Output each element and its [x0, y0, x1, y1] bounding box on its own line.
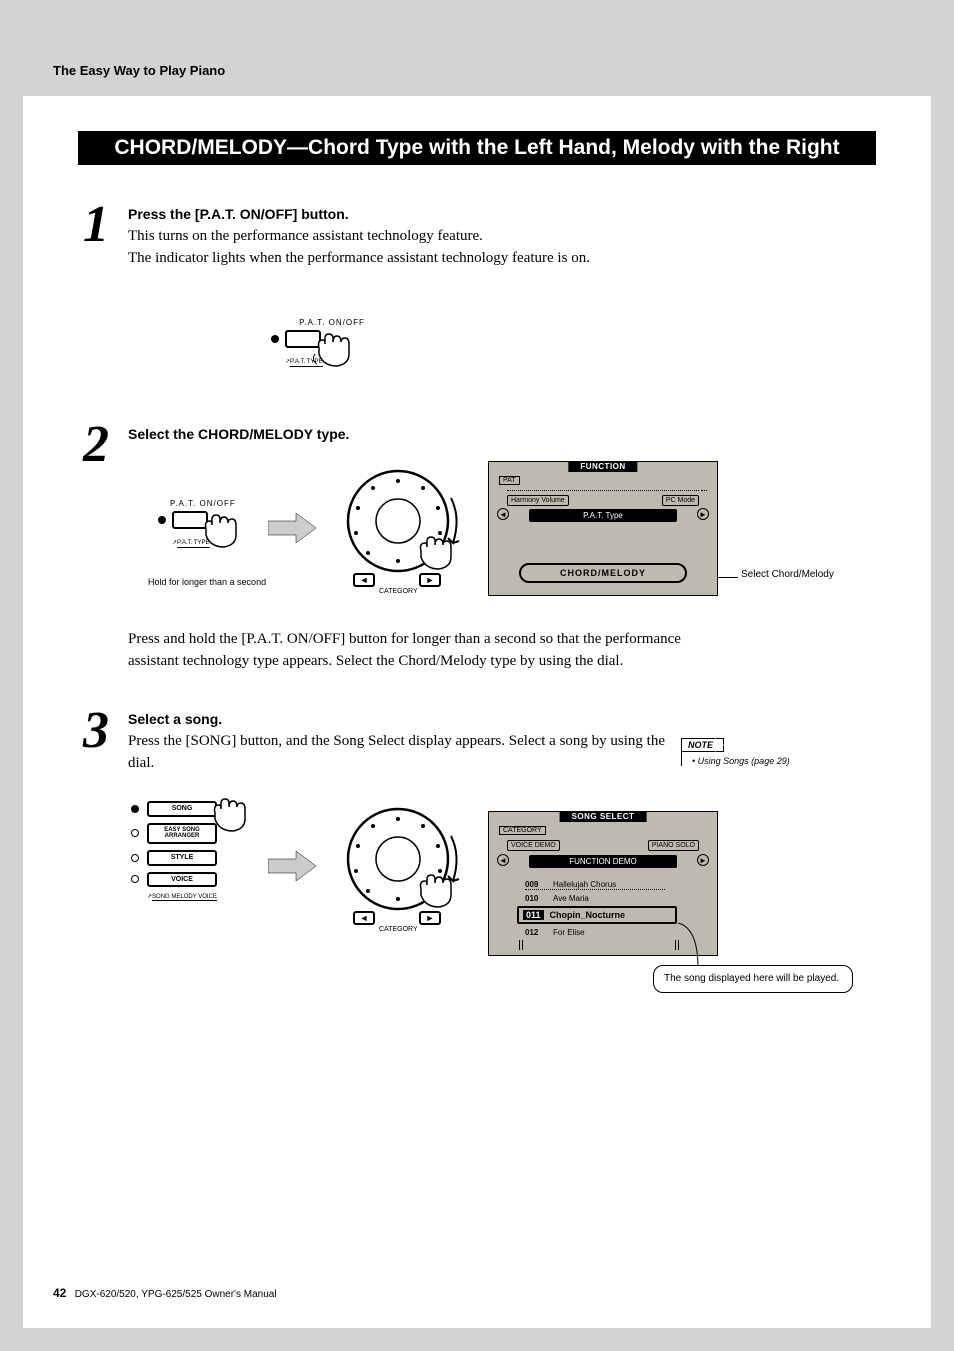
step-3-number: 3	[83, 705, 109, 757]
category-label-3: CATEGORY	[379, 926, 418, 933]
lead-label: Select Chord/Melody	[741, 568, 861, 581]
page-number: 42	[53, 1286, 66, 1300]
chapter-title: The Easy Way to Play Piano	[53, 63, 225, 78]
step-2-paragraph: Press and hold the [P.A.T. ON/OFF] butto…	[128, 629, 688, 673]
pat-button-diagram: P.A.T. ON/OFF ↗P.A.T. TYPE	[271, 318, 381, 388]
step-2-title: Select the CHORD/MELODY type.	[128, 426, 888, 442]
nav-right-icon: ►	[697, 854, 709, 866]
song-num-active: 011	[523, 910, 544, 920]
note-label: NOTE	[681, 738, 724, 752]
hand-pointer-icon	[313, 330, 357, 370]
nav-next-icon: ►	[419, 911, 441, 925]
arrow-right-icon	[268, 513, 318, 543]
song-name: For Elise	[553, 928, 585, 937]
note-box: NOTE • Using Songs (page 29)	[681, 735, 851, 766]
lcd-pill-left-3: VOICE DEMO	[507, 840, 560, 851]
nav-prev-icon: ◄	[353, 573, 375, 587]
leader-line-icon	[678, 913, 718, 973]
hand-pointer-icon	[415, 533, 459, 573]
step-2-number: 2	[83, 419, 109, 471]
led-off-icon	[131, 829, 139, 837]
section-heading-text: CHORD/MELODY—Chord Type with the Left Ha…	[114, 136, 839, 160]
led-icon	[158, 516, 166, 524]
step-1-body: This turns on the performance assistant …	[128, 226, 688, 270]
song-button: SONG	[147, 801, 217, 817]
step-3-block: Select a song. Press the [SONG] button, …	[128, 711, 688, 775]
nav-right-icon: ►	[697, 508, 709, 520]
step-3-body: Press the [SONG] button, and the Song Se…	[128, 731, 688, 775]
song-row-009: 009 Hallelujah Chorus	[525, 880, 665, 890]
step-1-title: Press the [P.A.T. ON/OFF] button.	[128, 206, 688, 222]
nav-next-icon: ►	[419, 573, 441, 587]
lcd-function-screen: FUNCTION PAT Harmony Volume PC Mode ◄ ► …	[488, 461, 718, 596]
song-name-active: Chopin_Nocturne	[550, 910, 626, 920]
led-off-icon	[131, 854, 139, 862]
song-name: Ave Maria	[553, 894, 589, 903]
song-num: 010	[525, 894, 547, 903]
nav-left-icon: ◄	[497, 854, 509, 866]
callout-box: The song displayed here will be played.	[653, 965, 853, 993]
manual-name: DGX-620/520, YPG-625/525 Owner's Manual	[75, 1289, 277, 1300]
song-melody-voice-label: SONG MELODY VOICE	[152, 894, 217, 901]
song-num: 012	[525, 928, 547, 937]
arrow-right-icon	[268, 851, 318, 881]
nav-prev-icon: ◄	[353, 911, 375, 925]
arranger-button-row: EASY SONG ARRANGER	[131, 823, 217, 844]
note-body: • Using Songs (page 29)	[681, 752, 851, 766]
voice-button-row: VOICE	[131, 872, 217, 888]
lcd-group: PAT	[499, 476, 520, 485]
step-1-block: Press the [P.A.T. ON/OFF] button. This t…	[128, 206, 688, 270]
led-off-icon	[131, 875, 139, 883]
leader-line	[718, 577, 738, 578]
song-row-012: 012 For Elise	[525, 928, 585, 937]
category-label: CATEGORY	[379, 588, 418, 595]
song-row-010: 010 Ave Maria	[525, 894, 589, 903]
step-2-block: Select the CHORD/MELODY type.	[128, 426, 888, 446]
page: The Easy Way to Play Piano CHORD/MELODY—…	[23, 23, 931, 1328]
step-3-title: Select a song.	[128, 711, 688, 727]
step-1-body-line2: The indicator lights when the performanc…	[128, 250, 590, 266]
arranger-button: EASY SONG ARRANGER	[147, 823, 217, 844]
song-button-row: SONG	[131, 801, 217, 817]
voice-button: VOICE	[147, 872, 217, 888]
step-1-body-line1: This turns on the performance assistant …	[128, 228, 483, 244]
hold-caption: Hold for longer than a second	[148, 577, 266, 587]
footer: 42 DGX-620/520, YPG-625/525 Owner's Manu…	[53, 1286, 277, 1300]
led-icon	[271, 335, 279, 343]
nav-left-icon: ◄	[497, 508, 509, 520]
mode-button-stack: SONG EASY SONG ARRANGER STYLE VOICE ↗SON…	[131, 801, 217, 900]
song-row-011-active: 011 Chopin_Nocturne	[517, 906, 677, 924]
step-1-number: 1	[83, 199, 109, 251]
pat-onoff-label: P.A.T. ON/OFF	[283, 318, 381, 327]
hand-pointer-icon	[209, 795, 253, 835]
dial-diagram: ◄ ► CATEGORY	[333, 463, 463, 603]
header-band	[23, 23, 931, 96]
song-name: Hallelujah Chorus	[553, 880, 616, 889]
scroll-marks-left	[519, 940, 523, 950]
style-button-row: STYLE	[131, 850, 217, 866]
style-button: STYLE	[147, 850, 217, 866]
lcd-pill-left: Harmony Volume	[507, 495, 569, 506]
song-num: 009	[525, 880, 547, 889]
lcd-bar-3: FUNCTION DEMO	[529, 855, 677, 868]
hand-pointer-icon	[415, 871, 459, 911]
lcd-bar: P.A.T. Type	[529, 509, 677, 522]
led-on-icon	[131, 805, 139, 813]
pat-onoff-label-2: P.A.T. ON/OFF	[170, 499, 236, 508]
lcd-select-value: CHORD/MELODY	[519, 563, 687, 583]
hand-pointer-icon	[200, 511, 244, 551]
dial-diagram-3: ◄ ► CATEGORY	[333, 801, 463, 941]
lcd-title-3: SONG SELECT	[560, 811, 647, 822]
section-banner: CHORD/MELODY—Chord Type with the Left Ha…	[78, 131, 876, 165]
lcd-group-3: CATEGORY	[499, 826, 546, 835]
lcd-pill-right-3: PIANO SOLO	[648, 840, 699, 851]
step2-pat-button: P.A.T. ON/OFF ↗P.A.T. TYPE	[158, 499, 236, 549]
lcd-pill-right: PC Mode	[662, 495, 699, 506]
lcd-title: FUNCTION	[568, 461, 637, 472]
